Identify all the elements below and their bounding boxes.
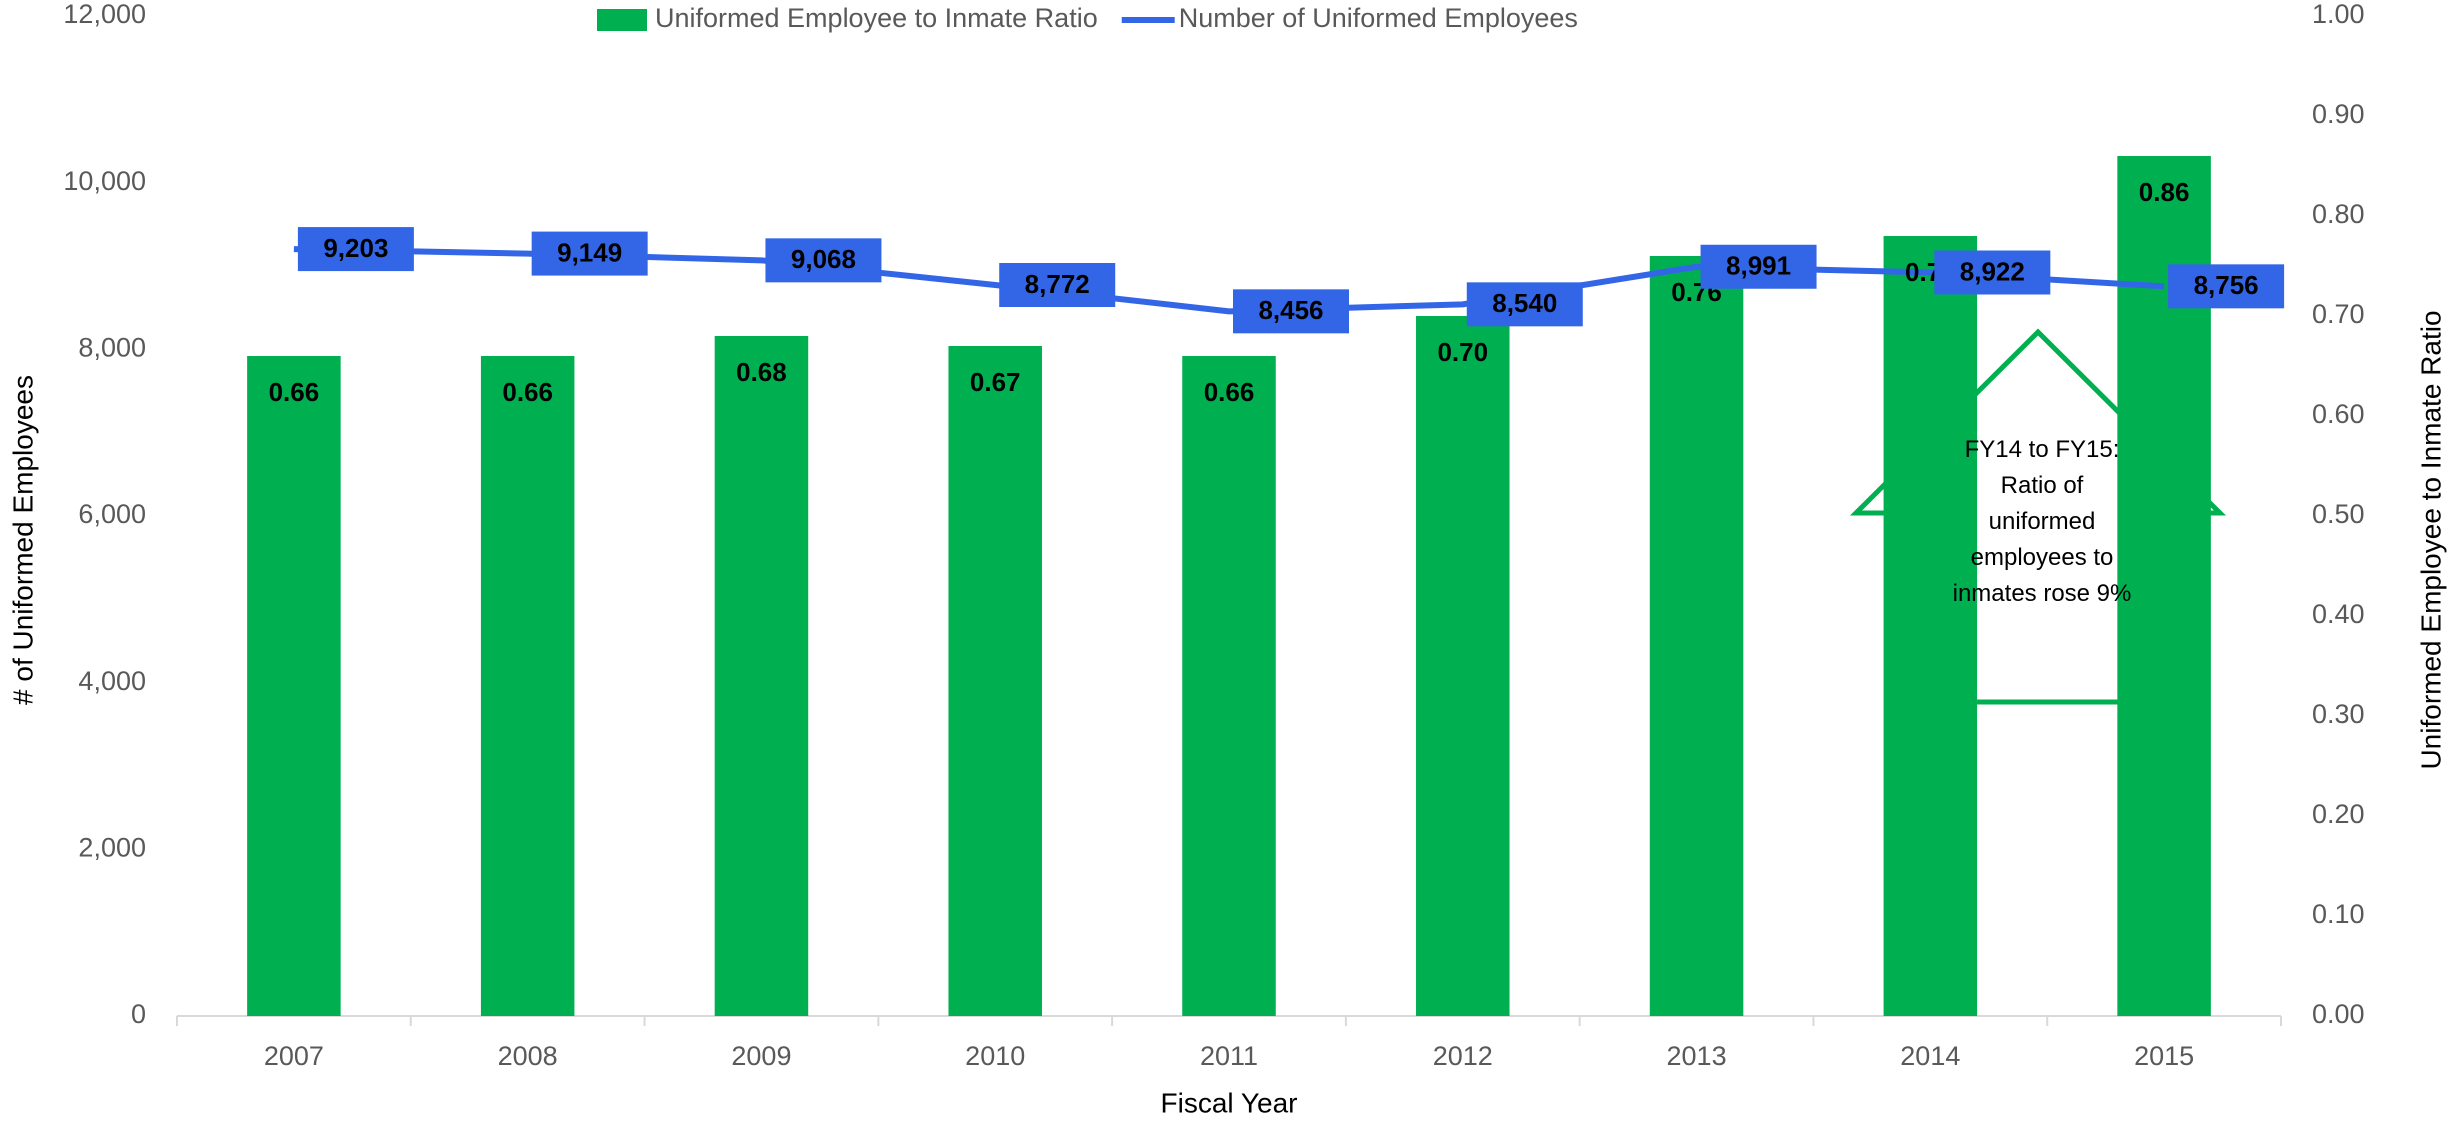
bar	[1182, 356, 1276, 1016]
bar-value-label: 0.70	[1437, 337, 1488, 367]
bar	[948, 346, 1042, 1016]
x-tick-label: 2015	[2134, 1041, 2194, 1071]
x-tick-label: 2011	[1200, 1041, 1258, 1071]
y-axis-title: # of Uniformed Employees	[7, 375, 38, 705]
line-value-label: 8,456	[1258, 295, 1323, 325]
y2-tick-label: 1.00	[2312, 0, 2365, 29]
y2-tick-label: 0.30	[2312, 699, 2365, 729]
bar	[247, 356, 341, 1016]
line-label-box	[531, 231, 648, 276]
bar	[714, 336, 809, 1016]
x-tick-label: 2010	[965, 1041, 1025, 1071]
x-tick-label: 2012	[1433, 1041, 1493, 1071]
line-value-label: 8,540	[1492, 288, 1557, 318]
bar	[1883, 236, 1978, 1016]
legend-label: Uniformed Employee to Inmate Ratio	[655, 3, 1098, 33]
y2-tick-label: 0.00	[2312, 999, 2365, 1029]
bar-value-label: 0.66	[269, 377, 320, 407]
line-value-label: 8,991	[1726, 251, 1791, 281]
line-label-box	[1466, 282, 1583, 327]
y2-tick-label: 0.80	[2312, 199, 2365, 229]
y2-tick-label: 0.60	[2312, 399, 2365, 429]
bar-value-label: 0.68	[736, 357, 787, 387]
legend-label: Number of Uniformed Employees	[1179, 3, 1578, 33]
y2-tick-label: 0.50	[2312, 499, 2365, 529]
line-label-box	[1233, 289, 1349, 334]
line-label-box	[999, 263, 1116, 307]
y2-tick-label: 0.20	[2312, 799, 2365, 829]
line-value-label: 8,756	[2194, 270, 2259, 300]
line-value-label: 8,772	[1025, 269, 1090, 299]
line-label-box	[297, 227, 414, 272]
y-tick-label: 2,000	[78, 832, 146, 862]
line-value-label: 9,068	[791, 244, 856, 274]
x-tick-label: 2007	[264, 1041, 324, 1071]
line-label-box	[2168, 264, 2285, 309]
y-tick-label: 10,000	[63, 166, 146, 196]
y2-tick-label: 0.10	[2312, 899, 2365, 929]
y2-tick-label: 0.90	[2312, 99, 2365, 129]
line-value-label: 9,149	[557, 237, 622, 267]
bar	[480, 356, 575, 1016]
x-tick-label: 2014	[1900, 1041, 1960, 1071]
bar	[1416, 316, 1510, 1016]
y2-axis-title: Uniformed Employee to Inmate Ratio	[2415, 310, 2446, 769]
line-value-label: 8,922	[1960, 256, 2025, 286]
x-tick-label: 2008	[498, 1041, 558, 1071]
x-tick-label: 2013	[1667, 1041, 1727, 1071]
line-label-box	[1700, 244, 1817, 289]
x-axis-title: Fiscal Year	[1161, 1087, 1298, 1118]
legend-swatch	[597, 9, 647, 31]
bar-value-label: 0.67	[970, 367, 1021, 397]
y2-tick-label: 0.70	[2312, 299, 2365, 329]
bar	[1649, 256, 1744, 1016]
y2-tick-label: 0.40	[2312, 599, 2365, 629]
line-value-label: 9,203	[323, 233, 388, 263]
y-tick-label: 12,000	[63, 0, 146, 29]
bar-value-label: 0.66	[502, 377, 553, 407]
y-tick-label: 4,000	[78, 666, 146, 696]
y-tick-label: 8,000	[78, 332, 146, 362]
line-label-box	[1934, 250, 2051, 295]
y-tick-label: 6,000	[78, 499, 146, 529]
bar-value-label: 0.66	[1204, 377, 1255, 407]
x-tick-label: 2009	[731, 1041, 791, 1071]
line-label-box	[765, 238, 882, 283]
bar-value-label: 0.86	[2139, 177, 2190, 207]
y-tick-label: 0	[131, 999, 146, 1029]
annotation: FY14 to FY15: Ratio of uniformed employe…	[1952, 436, 2132, 607]
